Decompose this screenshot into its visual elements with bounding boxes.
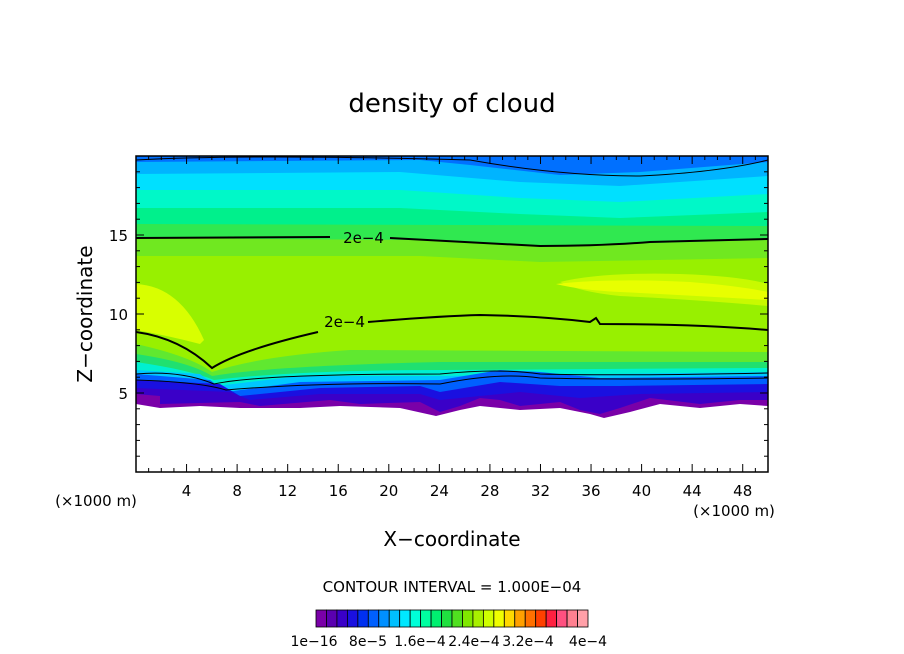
x-tick-label: 48 <box>733 482 752 500</box>
colorbar-swatch <box>388 609 401 628</box>
colorbar-swatch <box>367 609 380 628</box>
colorbar-swatch <box>441 609 453 628</box>
band-core-right-inner <box>556 280 768 300</box>
x-tick-label: 44 <box>683 482 702 500</box>
colorbar-label: 8e−5 <box>349 634 387 650</box>
colorbar-swatch <box>462 609 474 628</box>
colorbar-swatch <box>430 609 442 628</box>
contour-top <box>136 156 768 177</box>
y-axis-label: Z−coordinate <box>73 245 97 382</box>
colorbar-label: 1e−16 <box>290 634 337 650</box>
colorbar-swatch <box>545 609 558 628</box>
colorbar-swatch <box>399 609 411 628</box>
x-tick-label: 20 <box>379 482 398 500</box>
colorbar-label: 1.6e−4 <box>394 634 446 650</box>
colorbar-swatch <box>315 609 327 628</box>
colorbar-swatch <box>514 609 526 628</box>
chart-title: density of cloud <box>348 89 555 119</box>
colorbar-swatch <box>535 609 547 628</box>
colorbar-swatch <box>566 609 578 628</box>
contour-label: 2e−4 <box>324 313 365 331</box>
colorbar-swatch <box>451 609 463 628</box>
x-unit-left: (×1000 m) <box>55 492 137 510</box>
colorbar-swatch <box>503 609 516 628</box>
colorbar-swatch <box>378 609 390 628</box>
colorbar-swatch <box>482 609 495 628</box>
x-tick-label: 40 <box>632 482 651 500</box>
colorbar-swatch <box>336 609 348 628</box>
x-tick-label: 16 <box>329 482 348 500</box>
colorbar-swatch <box>472 609 484 628</box>
colorbar-swatch <box>420 609 432 628</box>
contour-interval-text: CONTOUR INTERVAL = 1.000E−04 <box>323 578 582 596</box>
contour-2e-4-lower <box>136 313 768 370</box>
y-tick-label: 15 <box>109 227 128 245</box>
colorbar-swatch <box>326 609 338 628</box>
band-core-left <box>136 284 204 344</box>
contour-labels: 2e−4 2e−4 <box>324 229 384 331</box>
contour-lines <box>136 156 768 391</box>
contour-field <box>136 156 768 472</box>
x-unit-right: (×1000 m) <box>693 502 775 520</box>
band-clear-below <box>136 404 768 472</box>
contour-label: 2e−4 <box>343 229 384 247</box>
colorbar-swatch <box>346 609 359 628</box>
contour-2e-4-upper <box>136 236 768 248</box>
x-tick-label: 36 <box>581 482 600 500</box>
colorbar-swatch <box>524 609 537 628</box>
colorbar-swatch <box>357 609 369 628</box>
x-tick-label: 12 <box>278 482 297 500</box>
colorbar <box>315 609 589 628</box>
x-tick-label: 28 <box>480 482 499 500</box>
colorbar-labels: 1e−16 8e−5 1.6e−4 2.4e−4 3.2e−4 4e−4 <box>290 634 607 650</box>
colorbar-label: 2.4e−4 <box>448 634 500 650</box>
colorbar-swatch <box>493 609 505 628</box>
contour-base-1 <box>136 370 768 385</box>
colorbar-swatch <box>577 609 589 628</box>
x-tick-label: 4 <box>182 482 192 500</box>
contour-base-2 <box>136 375 768 391</box>
y-tick-label: 10 <box>109 306 128 324</box>
x-axis-label: X−coordinate <box>383 527 520 551</box>
colorbar-label: 3.2e−4 <box>502 634 554 650</box>
x-tick-label: 32 <box>531 482 550 500</box>
colorbar-swatch <box>556 609 568 628</box>
colorbar-swatch <box>409 609 422 628</box>
x-tick-label: 24 <box>430 482 449 500</box>
colorbar-label: 4e−4 <box>569 634 607 650</box>
x-tick-label: 8 <box>232 482 242 500</box>
y-tick-label: 5 <box>118 385 128 403</box>
